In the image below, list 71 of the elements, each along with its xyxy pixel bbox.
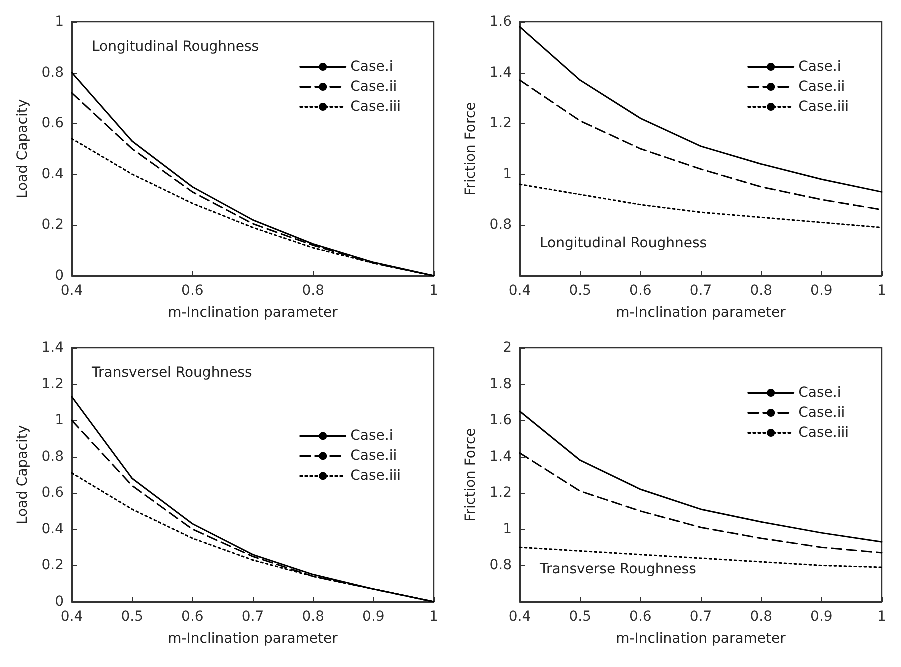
y-tick-label: 0.6: [42, 116, 64, 132]
legend-label: Case.ii: [798, 405, 846, 422]
x-tick-label: 1: [878, 283, 886, 299]
y-tick-label: 0.2: [42, 558, 64, 574]
x-axis-title: m-Inclination parameter: [616, 631, 786, 647]
y-tick-label: 1.6: [490, 412, 512, 429]
y-tick-label: 1: [503, 166, 512, 182]
y-tick-label: 0.2: [42, 217, 64, 234]
x-axis-title: m-Inclination parameter: [168, 631, 338, 647]
y-axis-title: Friction Force: [463, 102, 479, 196]
x-tick-label: 0.8: [750, 609, 772, 625]
x-tick-label: 0.9: [362, 609, 385, 625]
annotation: Longitudinal Roughness: [540, 236, 708, 252]
y-tick-label: 0.4: [42, 166, 64, 182]
legend-label: Case.ii: [350, 448, 398, 464]
y-tick-label: 1.4: [490, 448, 512, 465]
x-tick-label: 0.6: [630, 283, 652, 299]
y-tick-label: 0.8: [42, 448, 64, 465]
annotation: Longitudinal Roughness: [92, 39, 260, 56]
x-tick-label: 1: [878, 609, 886, 625]
x-tick-label: 0.6: [182, 609, 204, 625]
x-tick-label: 1: [430, 609, 438, 625]
legend-label: Case.iii: [798, 425, 850, 442]
y-tick-label: 1: [55, 14, 64, 30]
x-tick-label: 0.6: [182, 283, 204, 299]
y-tick-label: 0.6: [42, 485, 64, 502]
y-tick-label: 0: [55, 594, 64, 610]
legend-label: Case.iii: [798, 99, 850, 116]
y-tick-label: 2: [503, 340, 512, 356]
y-tick-label: 1.4: [490, 64, 512, 81]
y-tick-label: 0: [55, 268, 64, 284]
x-axis-title: m-Inclination parameter: [616, 305, 786, 321]
x-tick-label: 0.7: [690, 609, 712, 625]
y-tick-label: 1.4: [42, 340, 64, 356]
y-axis-title: Load Capacity: [15, 99, 31, 199]
x-tick-label: 0.6: [630, 609, 652, 625]
legend-label: Case.i: [798, 385, 842, 402]
y-tick-label: 0.8: [490, 558, 512, 574]
x-axis-title: m-Inclination parameter: [168, 305, 338, 321]
legend-label: Case.i: [350, 59, 394, 76]
x-tick-label: 0.8: [750, 283, 772, 299]
x-tick-label: 1: [430, 283, 438, 299]
y-tick-label: 1: [55, 412, 64, 429]
y-tick-label: 0.4: [42, 521, 64, 538]
legend-label: Case.ii: [350, 79, 398, 96]
x-tick-label: 0.7: [242, 609, 264, 625]
x-tick-label: 0.9: [810, 609, 833, 625]
y-tick-label: 1: [503, 521, 512, 538]
y-tick-label: 1.2: [490, 485, 512, 502]
x-tick-label: 0.8: [302, 609, 324, 625]
y-tick-label: 1.8: [490, 376, 512, 392]
annotation: Transverse Roughness: [539, 562, 696, 578]
legend-label: Case.iii: [350, 99, 402, 116]
annotation: Transversel Roughness: [91, 365, 252, 382]
y-tick-label: 0.8: [490, 217, 512, 234]
x-tick-label: 0.5: [569, 283, 592, 299]
legend-label: Case.ii: [798, 79, 846, 96]
x-tick-label: 0.9: [810, 283, 833, 299]
y-tick-label: 0.8: [42, 64, 64, 81]
legend-label: Case.i: [350, 428, 394, 444]
y-axis-title: Load Capacity: [15, 425, 31, 525]
legend-label: Case.iii: [350, 468, 402, 484]
x-tick-label: 0.5: [569, 609, 592, 625]
x-tick-label: 0.5: [121, 609, 144, 625]
legend-label: Case.i: [798, 59, 842, 76]
y-tick-label: 1.2: [42, 376, 64, 392]
x-tick-label: 0.8: [302, 283, 324, 299]
y-tick-label: 1.6: [490, 14, 512, 30]
y-axis-title: Friction Force: [463, 428, 479, 522]
y-tick-label: 1.2: [490, 116, 512, 132]
x-tick-label: 0.7: [690, 283, 712, 299]
